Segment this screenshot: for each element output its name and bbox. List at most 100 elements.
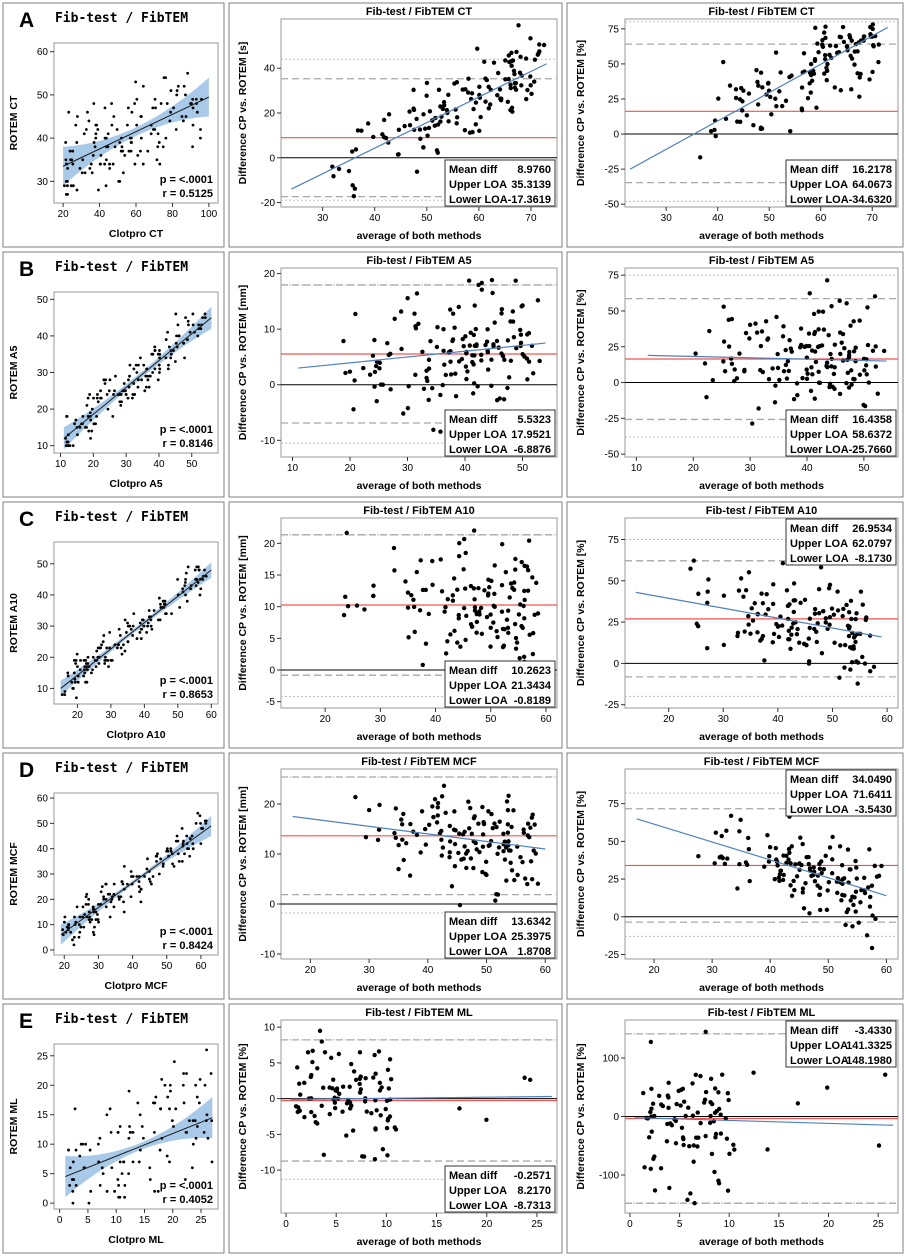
y-tick-label: 15 [37,1110,49,1121]
data-point [679,1125,685,1131]
data-point [767,854,772,859]
data-point [491,60,497,65]
data-point [341,338,346,344]
x-tick-label: 50 [481,965,493,976]
data-point [794,381,800,386]
data-point [78,915,82,919]
y-tick-label: 40 [264,64,276,75]
data-point [828,351,833,357]
data-point [530,812,535,817]
data-point [457,1106,462,1111]
data-point [401,411,406,416]
data-point [800,886,806,891]
x-tick-label: 60 [130,209,142,220]
data-point [64,179,68,183]
data-point [512,71,517,77]
data-point [816,327,821,332]
data-point [770,640,775,645]
data-point [450,311,456,316]
data-point [727,83,733,88]
plot-area-frame [280,267,558,458]
x-tick-label: 10 [724,1219,736,1230]
data-point [388,387,393,392]
data-point [857,318,862,323]
data-point [164,338,168,341]
data-point [746,622,751,627]
data-point [407,109,412,114]
data-point [113,389,116,393]
data-point [136,385,140,389]
data-point [164,356,168,360]
data-point [90,407,94,411]
data-point [756,83,761,88]
data-point [126,123,129,127]
data-point [722,369,728,374]
data-point [737,97,743,102]
data-point [483,76,488,81]
x-tick-label: 50 [421,213,433,224]
data-point [315,1066,320,1071]
data-point [853,639,858,645]
data-point [198,593,202,597]
data-point [89,1189,93,1193]
data-point [110,1166,114,1170]
data-point [349,1103,354,1108]
data-point [837,330,843,335]
data-point [454,115,460,120]
data-point [86,110,89,114]
data-point [508,848,513,853]
data-point [95,396,99,400]
data-point [455,640,460,645]
data-point [692,1200,697,1206]
data-point [806,854,811,860]
data-point [646,1135,652,1140]
data-point [345,603,351,609]
data-point [129,870,133,873]
stats-label: Lower LOA [449,695,508,707]
data-point [63,915,67,919]
data-point [522,876,528,881]
x-axis-label: Clotpro ML [108,1234,164,1246]
data-point [688,1191,693,1196]
y-tick-label: 75 [608,271,620,282]
data-point [154,1095,158,1099]
stats-label: Lower LOA [790,804,849,816]
data-point [63,184,66,188]
data-point [858,900,863,905]
x-tick-label: 20 [823,1219,835,1230]
data-point [525,87,530,93]
data-point [835,875,841,881]
data-point [358,1087,364,1092]
data-point [385,1118,391,1123]
data-point [71,184,75,188]
data-point [513,646,519,651]
data-point [767,844,773,850]
data-point [102,895,106,899]
data-point [778,868,783,874]
data-point [530,630,536,636]
y-tick-label: 50 [37,295,49,306]
stats-value: -34.6320 [849,194,892,206]
data-point [446,119,451,124]
data-point [434,148,440,153]
data-point [521,830,527,836]
data-point [424,93,429,98]
data-point [519,559,524,565]
data-point [151,371,155,374]
stats-value: 13.6342 [511,916,551,928]
data-point [492,821,497,826]
data-point [199,128,202,131]
y-tick-label: 20 [264,539,276,550]
data-point [86,662,90,665]
data-point [493,898,498,903]
y-tick-label: -25 [605,414,620,425]
data-point [447,854,452,860]
data-point [474,630,479,635]
y-tick-label: -25 [605,950,620,961]
data-point [176,577,180,581]
data-point [154,106,157,110]
data-point [146,374,149,378]
data-point [531,371,536,376]
data-point [795,392,800,398]
data-point [86,396,90,400]
